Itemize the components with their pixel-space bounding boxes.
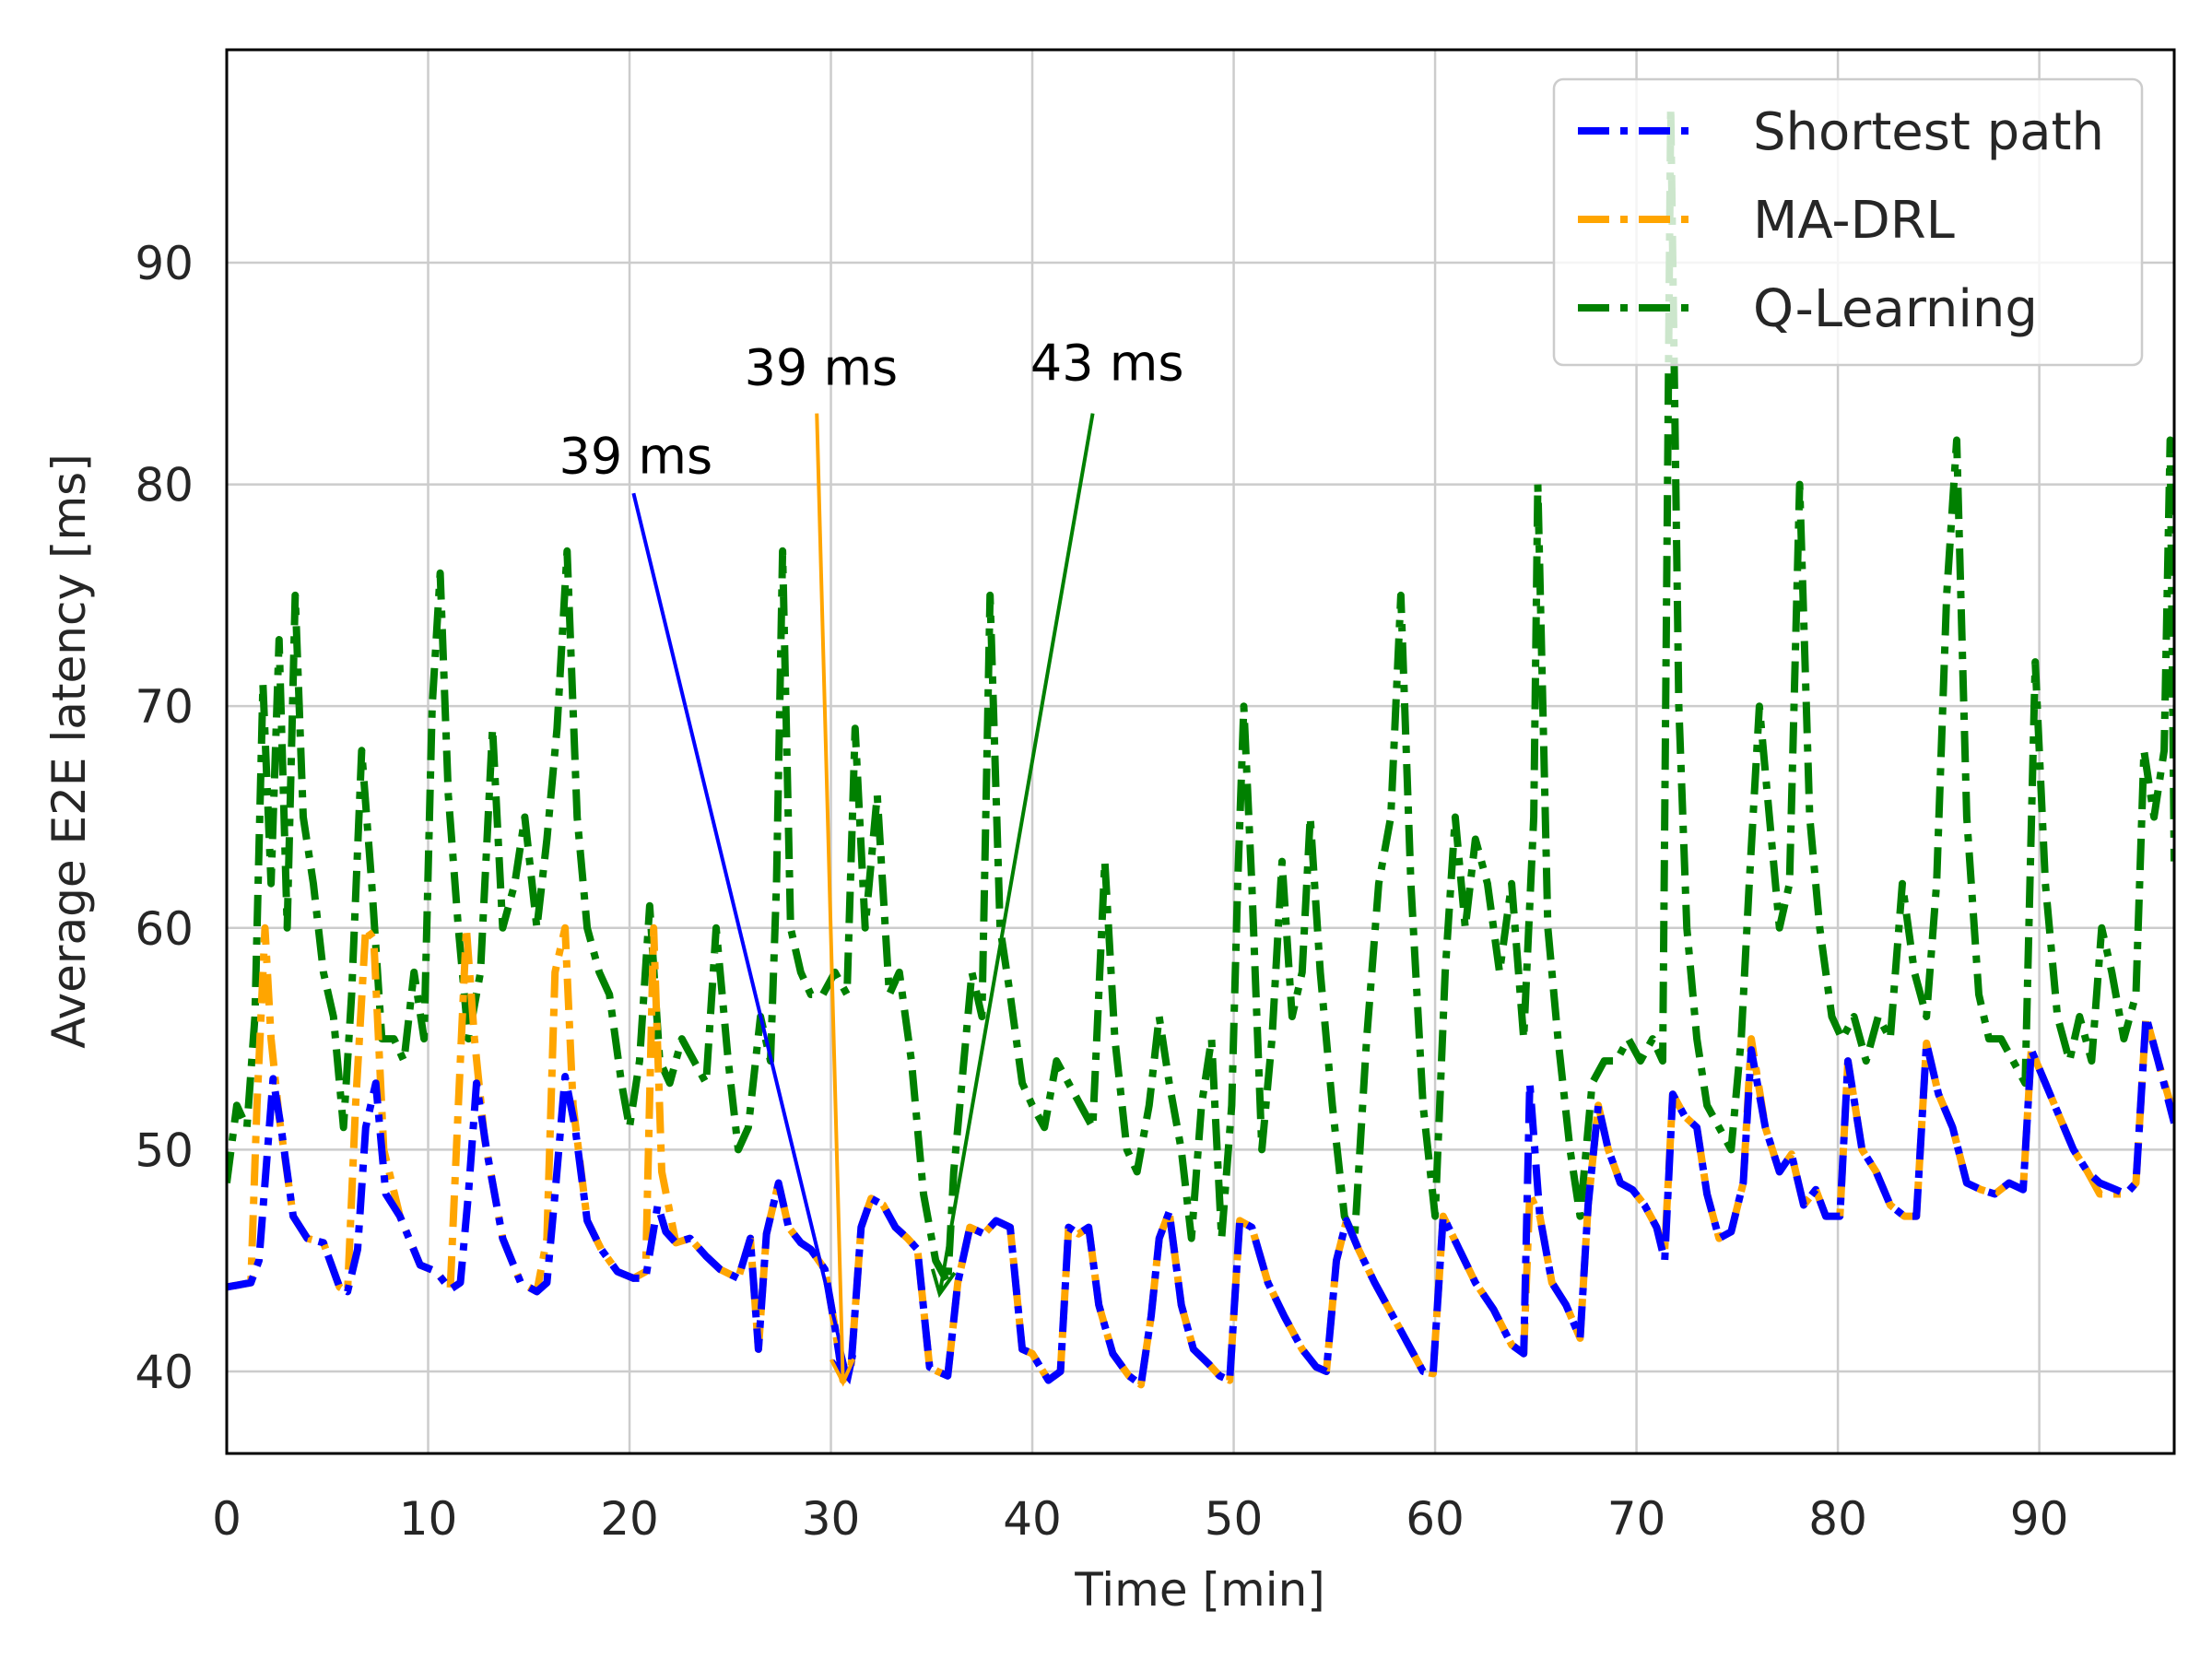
annotation-arrowhead <box>830 1358 855 1387</box>
legend-label: MA-DRL <box>1753 191 1955 251</box>
y-tick-label: 80 <box>135 459 194 512</box>
annotation-arrow <box>815 413 845 1383</box>
y-tick-label: 70 <box>135 680 194 734</box>
y-tick-label: 60 <box>135 902 194 956</box>
annotation-arrow <box>631 492 852 1382</box>
y-tick-label: 50 <box>135 1124 194 1177</box>
legend-label: Q-Learning <box>1753 279 2038 339</box>
legend-label: Shortest path <box>1753 102 2104 162</box>
x-tick-label: 20 <box>600 1492 659 1546</box>
series-line-q-learning <box>227 103 2174 1287</box>
x-tick-label: 10 <box>399 1492 458 1546</box>
x-tick-label: 80 <box>1808 1492 1867 1546</box>
x-tick-label: 40 <box>1003 1492 1062 1546</box>
series-layer <box>227 103 2174 1389</box>
annotation-label: 43 ms <box>1030 334 1184 392</box>
x-tick-label: 60 <box>1406 1492 1465 1546</box>
x-tick-label: 90 <box>2010 1492 2069 1546</box>
x-tick-label: 30 <box>802 1492 861 1546</box>
annotation-arrow <box>937 413 1095 1295</box>
plot-frame <box>225 48 2176 1455</box>
tick-labels: 0 10 20 30 40 50 60 70 80 90 40 50 60 70 80 90 <box>135 237 2068 1546</box>
x-tick-label: 70 <box>1607 1492 1666 1546</box>
legend-entries: Shortest path MA-DRL Q-Learning <box>1578 102 2104 339</box>
annotation-arrowhead <box>930 1268 957 1299</box>
x-tick-label: 0 <box>212 1492 241 1546</box>
y-tick-label: 90 <box>135 237 194 290</box>
y-tick-label: 40 <box>135 1346 194 1399</box>
annotation-layer: 39 ms 39 ms 43 ms <box>559 334 1184 1387</box>
annotation-label: 39 ms <box>559 428 713 486</box>
x-tick-label: 50 <box>1205 1492 1264 1546</box>
annotation-label: 39 ms <box>745 338 899 396</box>
legend-box <box>1552 77 2144 367</box>
series-line-shortest-path <box>227 1013 2174 1389</box>
y-axis-label: Average E2E latency [ms] <box>42 453 96 1048</box>
x-axis-label: Time [min] <box>1074 1563 1325 1617</box>
legend: Shortest path MA-DRL Q-Learning <box>1552 77 2144 367</box>
